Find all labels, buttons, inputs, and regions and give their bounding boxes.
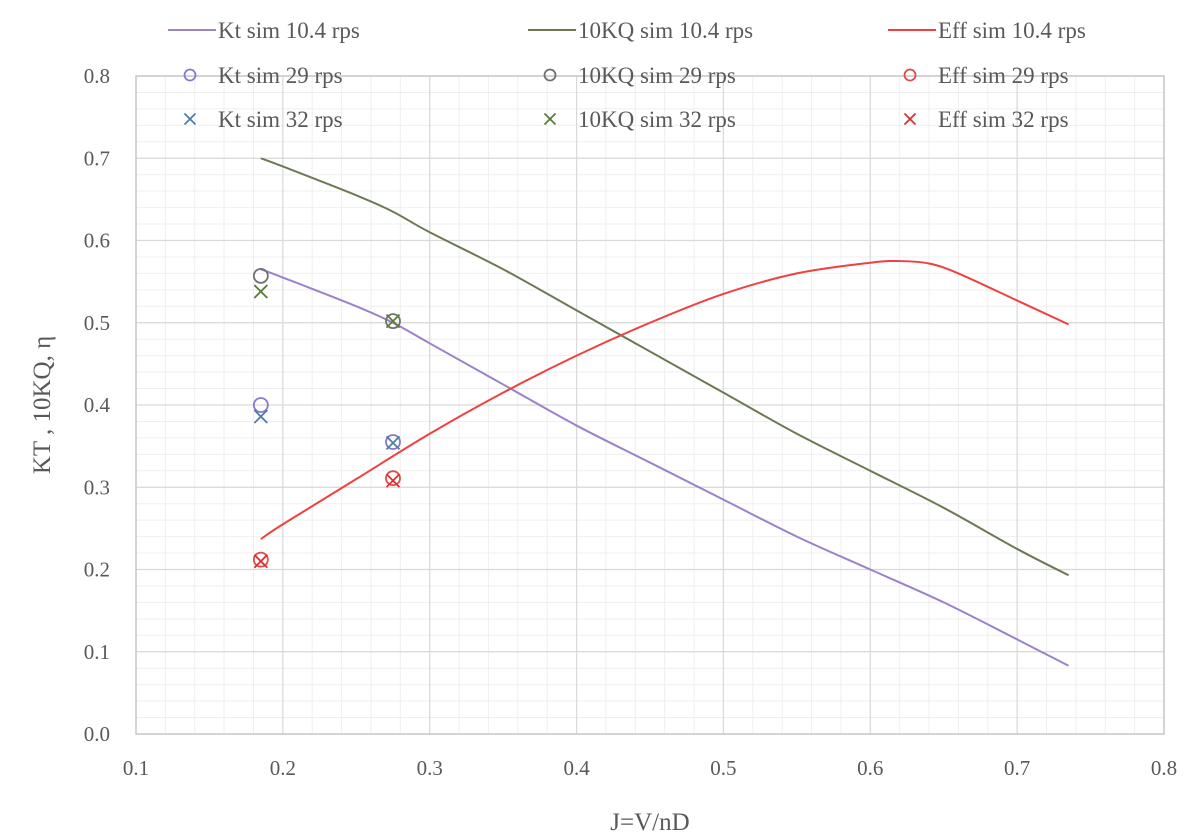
series-layer [252,157,1069,667]
series-eff-sim-32-rps [253,473,401,569]
legend-entry: Eff sim 32 rps [903,107,1069,132]
legend-label: Eff sim 10.4 rps [938,18,1086,43]
legend-entry: Eff sim 10.4 rps [888,18,1086,43]
plot-area-border [135,75,1165,735]
data-point-circle [385,434,401,450]
legend-circle-marker [183,68,197,82]
legend-x-marker-stroke [543,112,557,126]
data-point-x-stroke [385,435,401,450]
series-line [260,157,1069,577]
data-point-circle [385,470,401,487]
y-tick-label: 0.7 [84,146,110,170]
legend-x-marker [903,112,917,126]
y-tick-label: 0.6 [84,229,110,253]
x-tick-label: 0.8 [1151,756,1177,780]
legend-entry: 10KQ sim 29 rps [543,63,736,88]
legend-label: Eff sim 32 rps [938,107,1069,132]
legend-label: Eff sim 29 rps [938,63,1069,88]
data-point-circle [252,397,269,413]
y-tick-label: 0.8 [84,64,110,88]
legend-label: Kt sim 10.4 rps [218,18,360,43]
data-point-circle [252,267,269,284]
series-10kq-sim-32-rps [253,284,401,329]
legend-entry: Kt sim 32 rps [183,107,343,132]
data-point-x [253,409,268,424]
legend-label: 10KQ sim 29 rps [578,63,736,88]
legend-entry: Eff sim 29 rps [903,63,1069,88]
legend: Kt sim 10.4 rps 10KQ sim 10.4 rps Eff sim … [168,18,1086,132]
series-kt-sim-10-4-rps [260,268,1069,667]
data-point-x-stroke [253,554,268,569]
legend-label: Kt sim 29 rps [218,63,343,88]
legend-label: Kt sim 32 rps [218,107,343,132]
series-line [260,259,1069,540]
legend-entry: 10KQ sim 10.4 rps [528,18,753,43]
x-tick-label: 0.5 [710,756,736,780]
series-eff-sim-10-4-rps [260,259,1069,540]
y-tick-label: 0.0 [84,722,110,746]
x-axis-title: J=V/nD [610,809,689,836]
x-tick-label: 0.3 [417,756,443,780]
legend-entry: Kt sim 29 rps [183,63,343,88]
data-point-x [385,313,401,329]
data-point-x [253,554,268,569]
data-point-x-stroke [385,473,401,488]
legend-x-marker-stroke [183,112,197,126]
series-10kq-sim-10-4-rps [260,157,1069,577]
legend-x-marker-stroke [903,112,917,126]
x-tick-label: 0.1 [123,756,149,780]
y-tick-label: 0.5 [84,311,110,335]
series-kt-sim-29-rps [252,397,401,450]
data-point-x [253,284,268,299]
series-kt-sim-32-rps [253,409,401,450]
y-tick-label: 0.2 [84,558,110,582]
data-point-circle [252,551,269,568]
data-point-x [385,435,401,450]
series-eff-sim-29-rps [252,470,401,568]
y-tick-label: 0.3 [84,475,110,499]
data-point-x-stroke [385,313,401,329]
data-point-x-stroke [253,409,268,424]
x-axis-tick-labels: 0.1 0.2 0.3 0.4 0.5 0.6 0.7 0.8 [123,756,1177,780]
data-point-x [385,473,401,488]
legend-label: 10KQ sim 10.4 rps [578,18,753,43]
legend-circle-marker [543,68,557,82]
legend-x-marker [543,112,557,126]
legend-circle-marker [903,68,917,82]
y-axis-tick-labels: 0.0 0.1 0.2 0.3 0.4 0.5 0.6 0.7 0.8 [84,64,111,746]
series-10kq-sim-29-rps [252,267,401,330]
y-axis-title: KT , 10KQ, η [29,336,56,474]
legend-x-marker [183,112,197,126]
legend-entry: 10KQ sim 32 rps [543,107,736,132]
y-tick-label: 0.1 [84,640,110,664]
x-tick-label: 0.2 [270,756,296,780]
x-tick-label: 0.4 [563,756,590,780]
y-tick-label: 0.4 [84,393,111,417]
x-tick-label: 0.7 [1004,756,1030,780]
x-tick-label: 0.6 [857,756,883,780]
data-point-circle [385,313,401,330]
data-point-x-stroke [253,284,268,299]
legend-entry: Kt sim 10.4 rps [168,18,360,43]
legend-label: 10KQ sim 32 rps [578,107,736,132]
series-line [260,268,1069,667]
